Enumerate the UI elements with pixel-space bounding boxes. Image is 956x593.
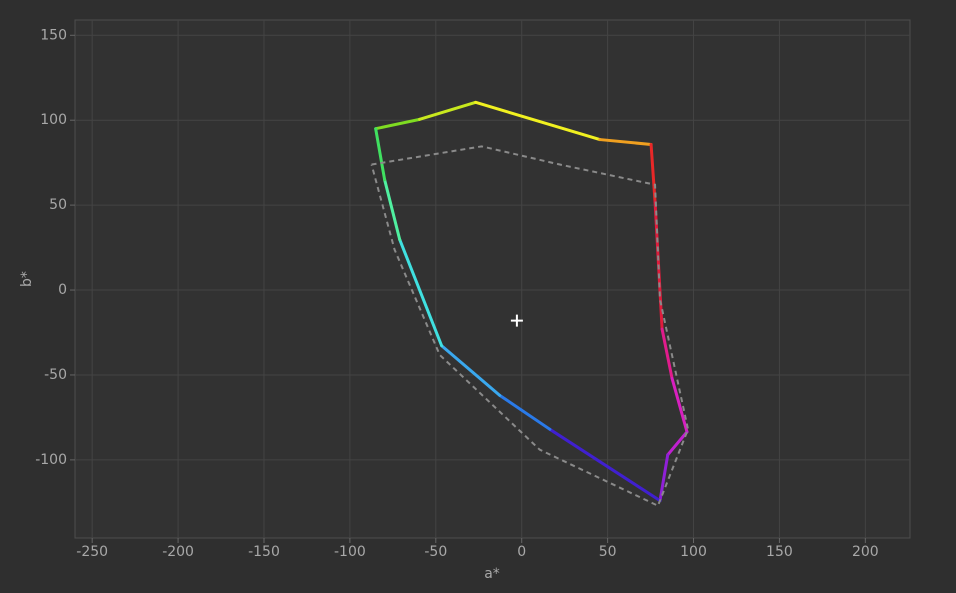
y-tick-label: 50	[49, 197, 67, 213]
reference-line	[370, 145, 690, 508]
x-tick-label: -50	[424, 544, 447, 560]
x-tick-label: 50	[599, 544, 617, 560]
white-point	[510, 314, 523, 327]
gamut-segment	[374, 127, 387, 182]
gamut-segment	[383, 178, 402, 242]
gamut-segment	[598, 138, 653, 146]
x-tick-label: 150	[766, 544, 793, 560]
x-tick-label: -150	[248, 544, 280, 560]
gamut-segment	[666, 430, 689, 457]
y-tick-label: -50	[44, 367, 67, 383]
gamut-segment	[474, 100, 602, 142]
gamut-segment	[658, 453, 670, 503]
gamut-segment	[660, 327, 674, 380]
x-tick-label: 200	[852, 544, 879, 560]
gamut-segment	[440, 344, 502, 397]
gamut-segment	[418, 100, 478, 121]
x-axis-label: a*	[484, 566, 500, 582]
gamut-segment	[670, 376, 689, 434]
gamut-segment	[548, 427, 662, 503]
x-tick-label: -200	[162, 544, 194, 560]
y-tick-label: 0	[58, 282, 67, 298]
y-axis-label: b*	[19, 271, 35, 287]
x-tick-label: 0	[517, 544, 526, 560]
x-tick-label: 100	[680, 544, 707, 560]
x-tick-label: -250	[76, 544, 108, 560]
y-tick-label: 100	[40, 112, 67, 128]
gamut-segment	[374, 117, 422, 131]
gamut-segment	[398, 238, 444, 348]
y-tick-label: 150	[40, 27, 67, 43]
gamut-segment	[498, 393, 552, 431]
x-tick-label: -100	[334, 544, 366, 560]
gamut-segment	[649, 142, 657, 204]
y-tick-label: -100	[35, 452, 67, 468]
